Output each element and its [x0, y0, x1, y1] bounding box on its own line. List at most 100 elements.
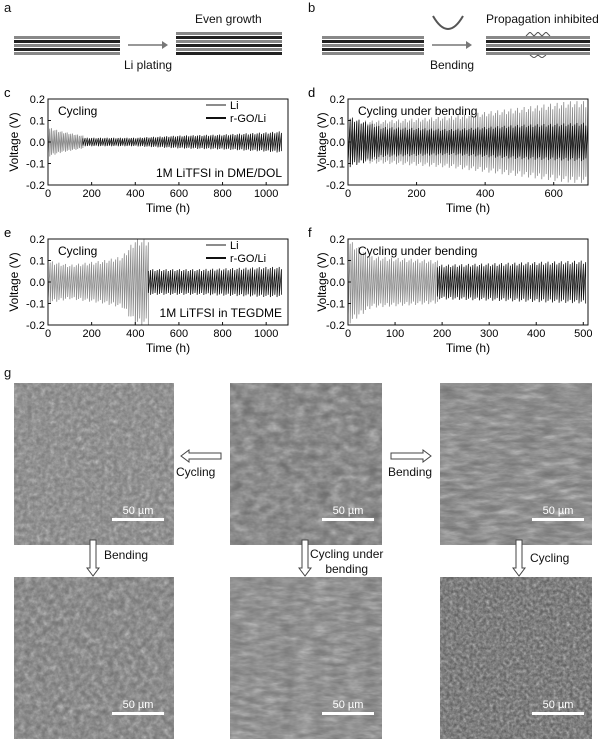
x-axis-label: Time (h) — [446, 201, 490, 215]
panel-g: g 50 µm — [0, 365, 600, 739]
legend-label: r-GO/Li — [230, 113, 266, 125]
y-tick-label: -0.2 — [26, 180, 45, 192]
y-tick-label: -0.1 — [326, 159, 345, 171]
x-tick-label: 600 — [545, 188, 563, 200]
x-tick-label: 0 — [45, 188, 51, 200]
scale-bar-label: 50 µm — [332, 505, 364, 517]
scale-bar-label: 50 µm — [122, 699, 154, 711]
scale-bar: 50 µm — [112, 699, 164, 715]
x-tick-label: 400 — [476, 188, 494, 200]
scale-bar: 50 µm — [322, 505, 374, 521]
x-tick-label: 1000 — [254, 328, 278, 340]
y-axis-label: Voltage (V) — [315, 112, 329, 171]
x-tick-label: 800 — [213, 188, 231, 200]
x-tick-label: 0 — [45, 328, 51, 340]
legend-label: r-GO/Li — [230, 253, 266, 265]
label-cycling-down: Cycling — [530, 551, 570, 565]
label-cycling-under-bending: Cycling under bending — [310, 547, 383, 577]
x-tick-label: 1000 — [254, 188, 278, 200]
scale-bar-label: 50 µm — [332, 699, 364, 711]
scale-bar: 50 µm — [112, 505, 164, 521]
label-bending-down: Bending — [104, 548, 149, 562]
y-axis-label: Voltage (V) — [315, 252, 329, 311]
y-tick-label: -0.1 — [326, 299, 345, 311]
x-tick-label: 200 — [82, 188, 100, 200]
x-tick-label: 0 — [345, 188, 351, 200]
chart-c: c 0 200 400 600 800 1000 -0.2 -0.1 0.0 0.1 0.2 Time … — [4, 85, 289, 215]
x-tick-label: 200 — [82, 328, 100, 340]
y-tick-label: -0.1 — [26, 299, 45, 311]
scale-bar: 50 µm — [532, 505, 584, 521]
li-stack-inhibited — [486, 32, 590, 58]
x-tick-label: 500 — [574, 328, 592, 340]
y-tick-label: 0.0 — [330, 137, 345, 149]
chart-d: d 0 200 400 600 -0.2 -0.1 0.0 0.1 0.2 Time (h) Volt… — [308, 85, 589, 215]
y-tick-label: 0.0 — [330, 277, 345, 289]
arrow-down-icon — [512, 539, 526, 577]
x-tick-label: 200 — [433, 328, 451, 340]
x-tick-label: 0 — [345, 328, 351, 340]
chart-e: e 0 200 400 600 800 1000 -0.2 -0.1 0.0 0.1 0.2 Time … — [4, 225, 289, 355]
y-tick-label: -0.2 — [326, 180, 345, 192]
label-even-growth: Even growth — [195, 12, 262, 26]
y-tick-label: 0.1 — [330, 256, 345, 268]
y-tick-label: 0.1 — [30, 256, 45, 268]
arrow-down-icon — [86, 539, 100, 577]
scale-bar-label: 50 µm — [542, 699, 574, 711]
scale-bar: 50 µm — [532, 699, 584, 715]
x-tick-label: 600 — [170, 328, 188, 340]
x-tick-label: 400 — [126, 188, 144, 200]
arrow-right-icon — [128, 41, 168, 49]
y-tick-label: -0.1 — [26, 159, 45, 171]
panel-letter: d — [308, 85, 315, 100]
y-tick-label: 0.1 — [330, 116, 345, 128]
series-li — [348, 242, 438, 324]
legend-label: Li — [230, 100, 239, 112]
x-axis-label: Time (h) — [146, 201, 190, 215]
x-tick-label: 400 — [126, 328, 144, 340]
y-tick-label: -0.2 — [26, 320, 45, 332]
y-tick-label: 0.0 — [30, 277, 45, 289]
series-r-go-li — [348, 117, 588, 168]
y-tick-label: 0.2 — [330, 234, 345, 246]
bend-icon — [432, 15, 464, 30]
chart-annotation: 1M LiTFSI in TEGDME — [160, 306, 282, 320]
li-stack-flat — [322, 36, 424, 55]
label-cycling: Cycling — [176, 465, 216, 479]
y-tick-label: 0.2 — [330, 94, 345, 106]
y-tick-label: 0.2 — [30, 94, 45, 106]
arrow-left-icon — [180, 449, 222, 463]
panel-letter: f — [308, 225, 312, 240]
series-r-go-li — [82, 131, 282, 153]
y-tick-label: 0.0 — [30, 137, 45, 149]
series-li — [48, 239, 149, 325]
sem-image-bending — [440, 383, 592, 545]
y-axis-label: Voltage (V) — [7, 252, 21, 311]
chart-f: f 0 100 200 300 400 500 -0.2 -0.1 0.0 0.1 0.2 Time (… — [308, 225, 592, 355]
label-line: Cycling under — [310, 547, 384, 561]
label-bending: Bending — [388, 465, 433, 479]
scale-bar: 50 µm — [322, 699, 374, 715]
chart-title: Cycling — [58, 104, 97, 118]
li-stack-after — [176, 32, 282, 55]
panel-letter: c — [4, 85, 11, 100]
x-tick-label: 300 — [480, 328, 498, 340]
panel-letter: g — [4, 365, 12, 380]
panel-a: a Even growth Li plating — [0, 0, 300, 85]
y-axis-label: Voltage (V) — [7, 112, 21, 171]
panel-letter: b — [308, 0, 316, 15]
arrow-right-icon — [390, 449, 432, 463]
arrow-down-icon — [298, 539, 312, 577]
chart-title: Cycling under bending — [358, 104, 477, 118]
series-r-go-li — [437, 260, 587, 304]
x-axis-label: Time (h) — [446, 341, 490, 355]
chart-title: Cycling under bending — [358, 244, 477, 258]
y-tick-label: -0.2 — [326, 320, 345, 332]
x-tick-label: 600 — [170, 188, 188, 200]
label-propagation-inhibited: Propagation inhibited — [486, 12, 599, 26]
scale-bar-label: 50 µm — [122, 505, 154, 517]
li-stack-before — [14, 36, 120, 55]
legend-label: Li — [230, 240, 239, 252]
x-tick-label: 400 — [527, 328, 545, 340]
sem-image-bending-then-cycling — [440, 577, 592, 739]
